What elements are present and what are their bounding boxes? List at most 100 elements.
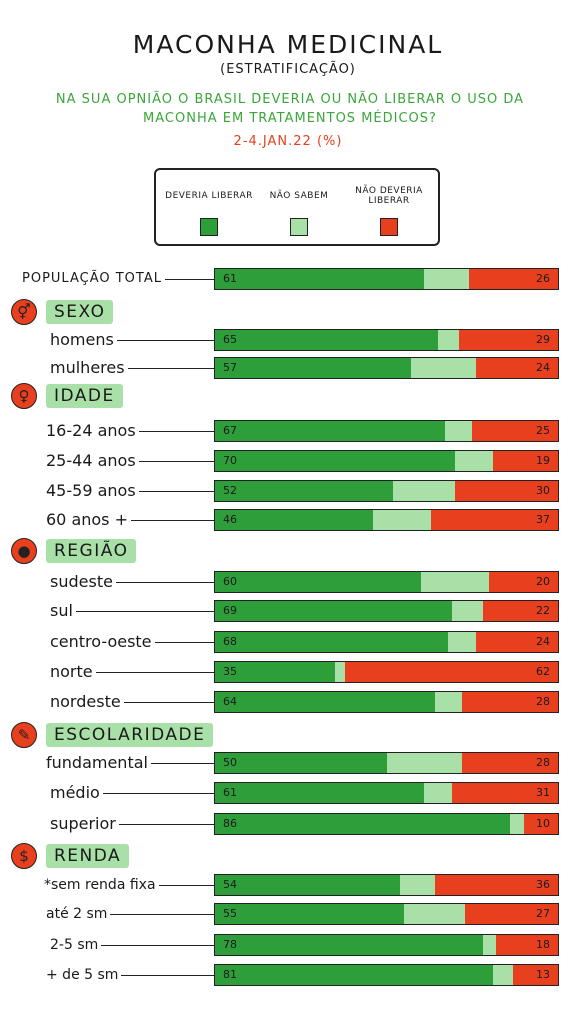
- legend-item-nao-sabem: NÃO SABEM: [254, 176, 344, 236]
- row-label: *sem renda fixa: [44, 877, 156, 893]
- leader-line: [139, 461, 214, 462]
- bar-segment-nao-deveria: 10: [523, 814, 558, 834]
- data-label: 25: [535, 424, 550, 437]
- row-label: 25-44 anos: [46, 451, 136, 470]
- leader-line: [159, 885, 214, 886]
- section-title: ESCOLARIDADE: [46, 723, 214, 747]
- data-label: 68: [223, 635, 237, 648]
- data-label: 35: [223, 665, 237, 678]
- bar-segment-nao-sabem: [455, 451, 493, 471]
- bar-segment-deveria: 61: [215, 783, 425, 803]
- bar-segment-nao-sabem: [437, 330, 459, 350]
- legend-label: DEVERIA LIBERAR: [165, 191, 253, 201]
- stacked-bar: 61 31: [214, 782, 559, 804]
- data-label: 61: [223, 272, 237, 285]
- data-label: 81: [223, 968, 237, 981]
- data-label: 55: [223, 907, 237, 920]
- bar-segment-nao-deveria: 30: [455, 481, 558, 501]
- data-label: 62: [535, 665, 550, 678]
- bar-segment-nao-sabem: [420, 572, 490, 592]
- bar-segment-nao-deveria: 22: [482, 601, 558, 621]
- data-label: 26: [535, 272, 550, 285]
- person-icon: ♀: [11, 383, 37, 409]
- data-label: 18: [535, 938, 550, 951]
- leader-line: [116, 582, 214, 583]
- money-icon: $: [11, 843, 37, 869]
- bar-segment-nao-deveria: 13: [513, 965, 558, 985]
- bar-segment-nao-deveria: 62: [345, 662, 558, 682]
- data-label: 57: [223, 361, 237, 374]
- row-label: médio: [50, 783, 100, 802]
- data-label: 70: [223, 454, 237, 467]
- chart-subtitle: (ESTRATIFICAÇÃO): [220, 62, 356, 77]
- bar-segment-deveria: 50: [215, 753, 387, 773]
- leader-line: [155, 642, 214, 643]
- bar-segment-nao-sabem: [410, 358, 476, 378]
- section-title: IDADE: [46, 384, 123, 408]
- row-label: fundamental: [46, 753, 148, 772]
- row-label: sul: [50, 601, 73, 620]
- bar-segment-nao-deveria: 24: [475, 358, 558, 378]
- stacked-bar: 52 30: [214, 480, 559, 502]
- gender-icon: ⚥: [11, 299, 37, 325]
- bar-segment-nao-deveria: 36: [434, 875, 558, 895]
- bar-segment-deveria: 65: [215, 330, 438, 350]
- bar-segment-nao-deveria: 24: [475, 632, 558, 652]
- row-label: nordeste: [50, 692, 121, 711]
- bar-segment-nao-deveria: 25: [472, 421, 558, 441]
- bar-segment-deveria: 52: [215, 481, 394, 501]
- legend: DEVERIA LIBERAR NÃO SABEM NÃO DEVERIA LI…: [154, 168, 440, 246]
- bar-segment-nao-deveria: 18: [496, 935, 558, 955]
- stacked-bar: 61 26: [214, 268, 559, 290]
- data-label: 20: [535, 575, 550, 588]
- bar-segment-nao-sabem: [386, 753, 462, 773]
- bar-segment-nao-deveria: 37: [431, 510, 558, 530]
- data-label: 29: [535, 333, 550, 346]
- stacked-bar: 86 10: [214, 813, 559, 835]
- bar-segment-nao-sabem: [393, 481, 456, 501]
- bar-segment-nao-deveria: 20: [489, 572, 558, 592]
- data-label: 36: [535, 878, 550, 891]
- data-label: 61: [223, 786, 237, 799]
- leader-line: [101, 945, 214, 946]
- row-label: 45-59 anos: [46, 481, 136, 500]
- row-label: POPULAÇÃO TOTAL: [22, 271, 162, 286]
- leader-line: [131, 520, 214, 521]
- row-label: 60 anos +: [46, 510, 129, 529]
- leader-line: [76, 611, 214, 612]
- bar-segment-nao-sabem: [403, 904, 466, 924]
- bar-segment-deveria: 86: [215, 814, 510, 834]
- survey-question: NA SUA OPNIÃO O BRASIL DEVERIA OU NÃO LI…: [55, 92, 525, 126]
- stacked-bar: 65 29: [214, 329, 559, 351]
- data-label: 64: [223, 695, 237, 708]
- bar-segment-nao-deveria: 29: [458, 330, 558, 350]
- row-label: centro-oeste: [50, 632, 152, 651]
- legend-swatch-deveria: [200, 218, 218, 236]
- data-label: 67: [223, 424, 237, 437]
- bar-segment-deveria: 46: [215, 510, 373, 530]
- bar-segment-deveria: 70: [215, 451, 456, 471]
- stacked-bar: 67 25: [214, 420, 559, 442]
- bar-segment-nao-sabem: [372, 510, 432, 530]
- legend-item-nao-deveria: NÃO DEVERIA LIBERAR: [344, 176, 434, 236]
- pencil-icon: ✎: [11, 722, 37, 748]
- bar-segment-nao-deveria: 19: [492, 451, 558, 471]
- leader-line: [151, 763, 214, 764]
- row-label: sudeste: [50, 572, 113, 591]
- stacked-bar: 50 28: [214, 752, 559, 774]
- bar-segment-nao-sabem: [482, 935, 497, 955]
- bar-segment-deveria: 69: [215, 601, 452, 621]
- bar-segment-deveria: 57: [215, 358, 411, 378]
- row-label: homens: [50, 330, 114, 349]
- bar-segment-deveria: 54: [215, 875, 401, 895]
- leader-line: [121, 975, 214, 976]
- row-label: 2-5 sm: [50, 937, 99, 953]
- data-label: 65: [223, 333, 237, 346]
- bar-segment-nao-sabem: [424, 269, 469, 289]
- data-label: 60: [223, 575, 237, 588]
- bar-segment-nao-sabem: [451, 601, 483, 621]
- stacked-bar: 35 62: [214, 661, 559, 683]
- data-label: 31: [535, 786, 550, 799]
- row-label: + de 5 sm: [46, 967, 119, 983]
- data-label: 19: [535, 454, 550, 467]
